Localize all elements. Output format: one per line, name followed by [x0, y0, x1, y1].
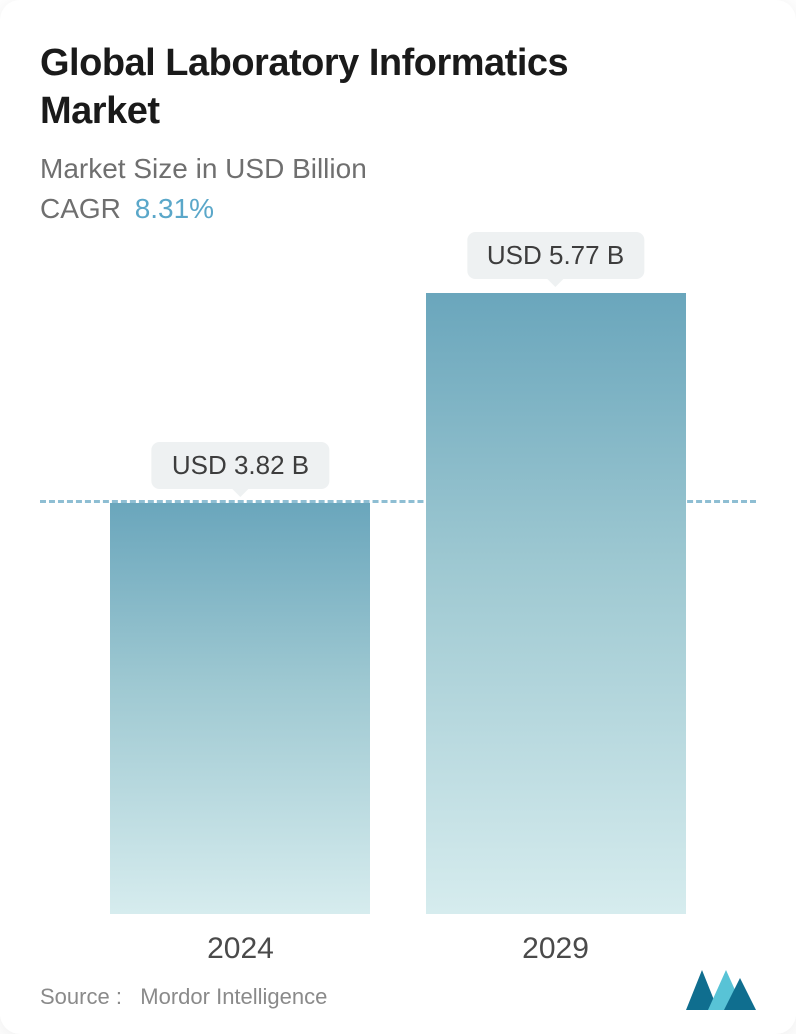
xlabel-2024: 2024	[207, 932, 274, 966]
cagr-label: CAGR	[40, 193, 121, 224]
source-text: Source : Mordor Intelligence	[40, 984, 327, 1010]
brand-logo-icon	[686, 970, 756, 1010]
cagr-value: 8.31%	[135, 193, 214, 224]
source-name: Mordor Intelligence	[140, 984, 327, 1009]
bar-2024	[110, 503, 370, 914]
value-pill-2029: USD 5.77 B	[467, 232, 644, 279]
source-label: Source :	[40, 984, 122, 1009]
bar-2029	[426, 293, 686, 914]
cagr-row: CAGR 8.31%	[40, 193, 756, 225]
xlabel-2029: 2029	[522, 932, 589, 966]
value-pill-2024: USD 3.82 B	[152, 442, 329, 489]
chart-card: Global Laboratory Informatics Market Mar…	[0, 0, 796, 1034]
plot-region: USD 3.82 BUSD 5.77 B	[40, 247, 756, 914]
footer: Source : Mordor Intelligence	[40, 970, 756, 1010]
chart-area: USD 3.82 BUSD 5.77 B 2024 2029	[40, 247, 756, 1004]
chart-title: Global Laboratory Informatics Market	[40, 40, 600, 135]
chart-subtitle: Market Size in USD Billion	[40, 153, 756, 185]
